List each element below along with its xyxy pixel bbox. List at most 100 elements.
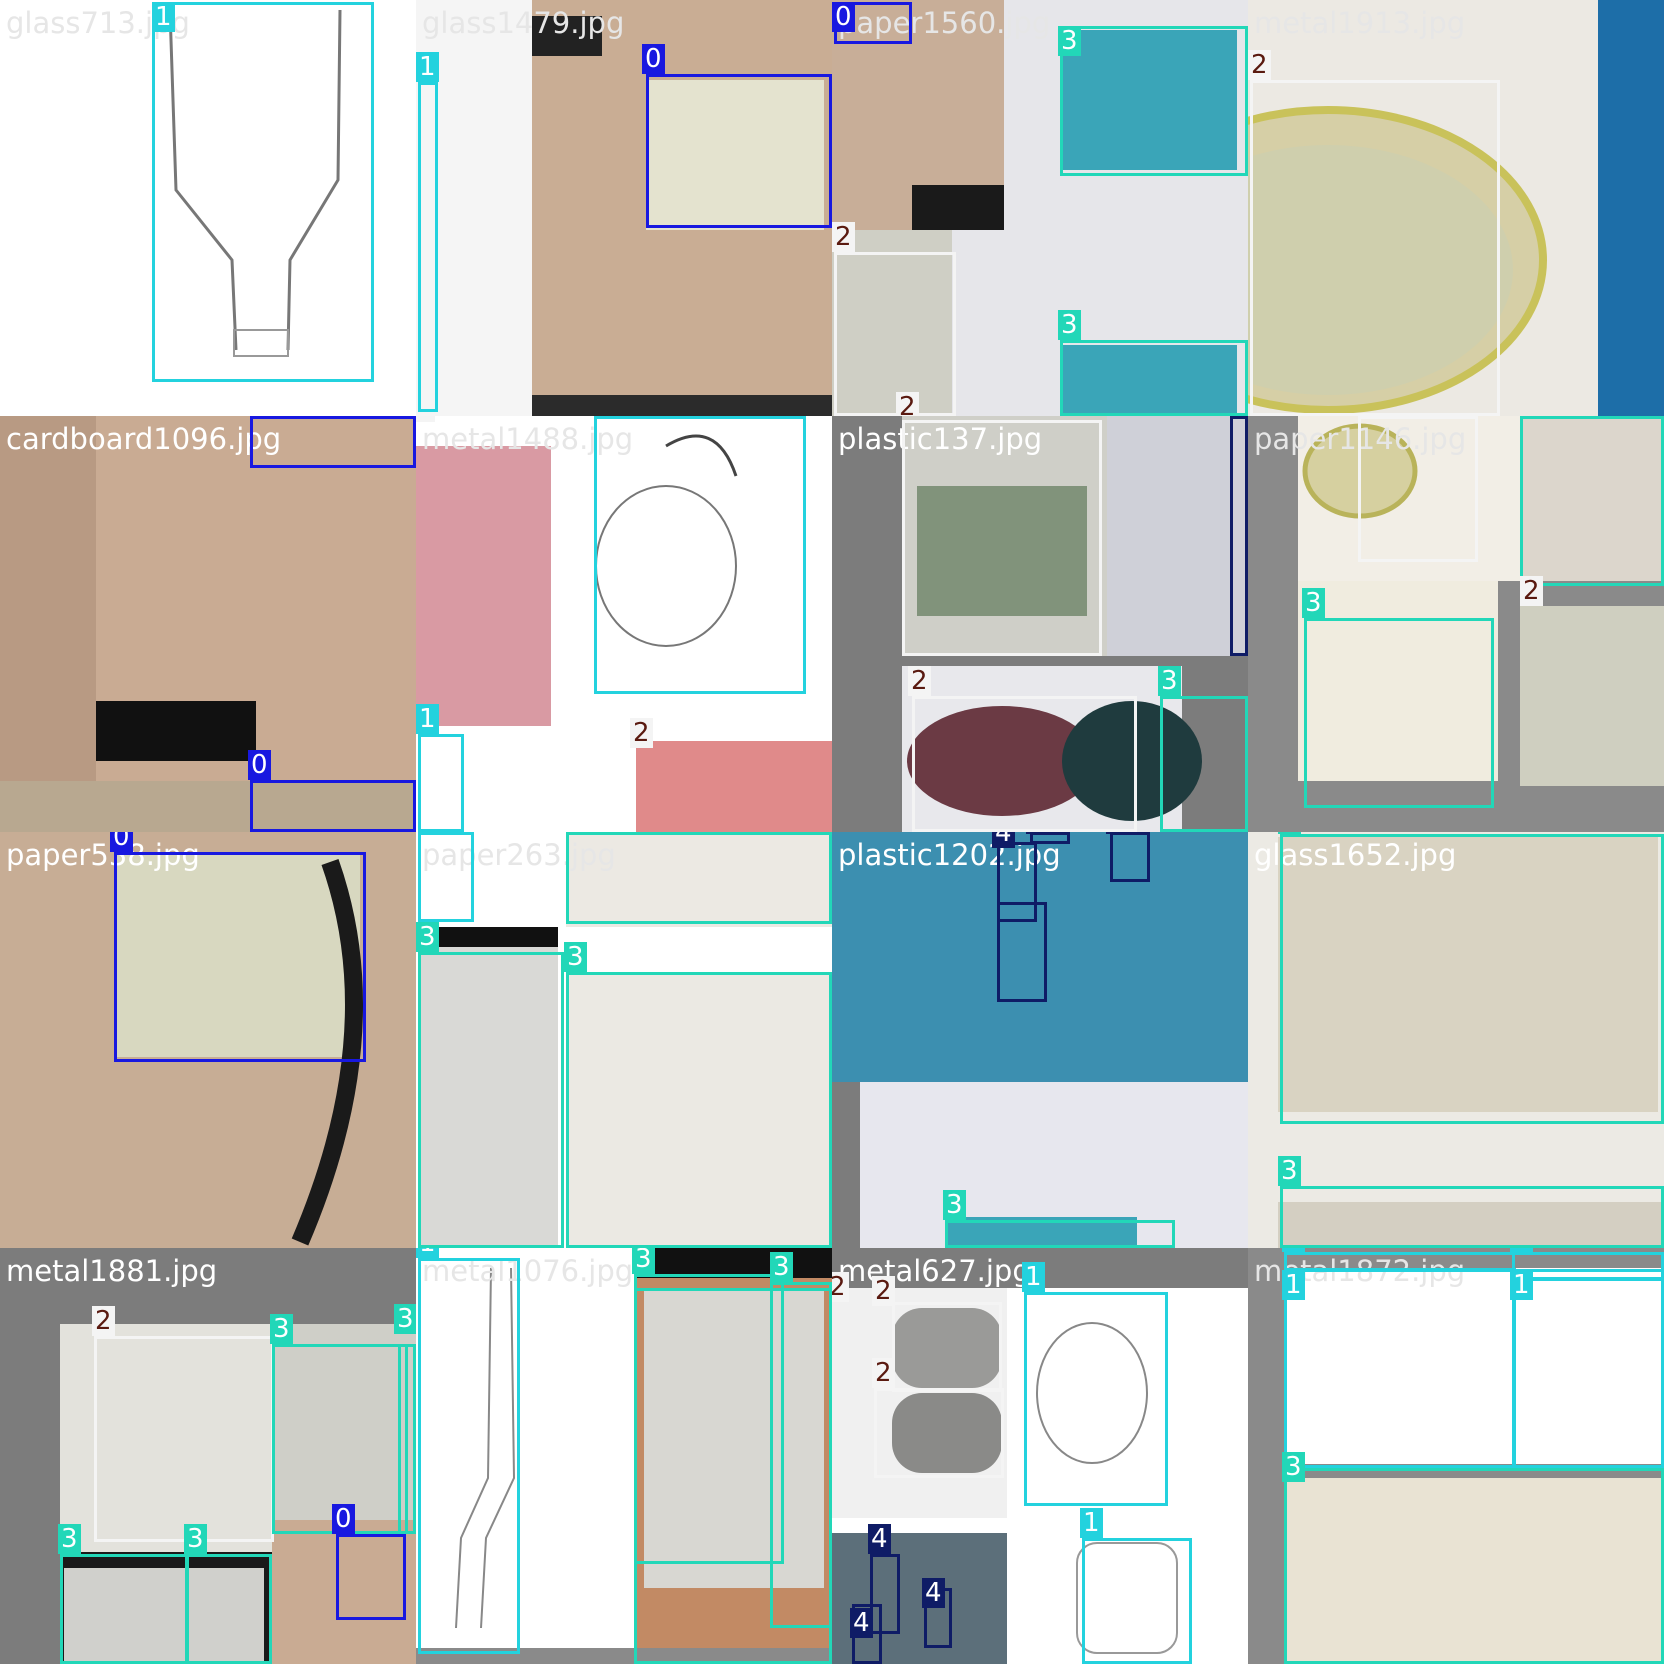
bbox-class-2: [902, 420, 1102, 656]
can-illustration: [907, 486, 1202, 821]
bbox-class-3: [566, 972, 832, 1248]
bbox-label: 3: [1282, 1452, 1305, 1482]
bbox-class-4: [1110, 832, 1150, 882]
tile-filename: plastic137.jpg: [838, 422, 1043, 456]
bbox-class-1: [1284, 1268, 1516, 1468]
bbox-class-3: [1520, 416, 1664, 586]
bbox-class-3: [566, 832, 832, 924]
bbox-class-3: [1304, 618, 1494, 808]
bbox-class-3: [398, 1344, 416, 1534]
tile-glass1652: glass1652.jpg 3 3: [1248, 832, 1664, 1248]
tile-filename: metal1488.jpg: [422, 422, 634, 456]
bbox-class-1: [1082, 1538, 1192, 1664]
bbox-class-2: [1358, 416, 1478, 562]
bbox-label: 4: [1106, 832, 1129, 834]
bbox-label: 2: [92, 1306, 115, 1336]
bbox-class-2: [94, 1336, 274, 1542]
tile-filename: cardboard1096.jpg: [6, 422, 282, 456]
bbox-label: 1: [1080, 1508, 1103, 1538]
tile-filename: glass1652.jpg: [1254, 838, 1457, 872]
bbox-label: 3: [632, 1248, 655, 1274]
bbox-class-3: [1280, 834, 1664, 1124]
bbox-label: 3: [1278, 832, 1301, 834]
bbox-label: 4: [992, 832, 1015, 848]
bbox-label: 0: [832, 2, 855, 32]
bbox-label: 4: [922, 1578, 945, 1608]
cans-illustration: [892, 1308, 1178, 1654]
tile-plastic137: plastic137.jpg 2 4 3: [832, 416, 1248, 832]
bbox-label: 0: [642, 44, 665, 74]
tile-metal1076: metal1076.jpg 1 3 3: [416, 1248, 832, 1664]
bbox-label: 2: [416, 416, 435, 422]
bbox-class-2: [1250, 80, 1500, 416]
bbox-label: 3: [1302, 588, 1325, 618]
bbox-label: 3: [1058, 310, 1081, 340]
tile-glass1479: glass1479.jpg 0 1: [416, 0, 832, 416]
bbox-class-1: [594, 416, 806, 694]
tile-metal1872: metal1872.jpg 1 1 1 1 3: [1248, 1248, 1664, 1664]
bbox-label: 2: [896, 392, 919, 416]
bbox-label: 3: [416, 922, 439, 952]
bbox-label: 1: [416, 704, 439, 734]
bottle-outline: [168, 9, 342, 357]
bbox-label: 2: [872, 1358, 895, 1388]
bbox-label: 3: [1278, 1156, 1301, 1186]
tile-paper1560: paper1560.jpg 0 3 2 3 2: [832, 0, 1248, 416]
bbox-label: 0: [110, 832, 133, 852]
bbox-class-0: [336, 1534, 406, 1620]
bbox-label: 4: [1026, 832, 1049, 834]
bbox-label: 1: [416, 1248, 439, 1258]
bbox-class-1: [418, 832, 474, 922]
bbox-label: 3: [270, 1314, 293, 1344]
bbox-label: 1: [1510, 1270, 1533, 1300]
bbox-class-1: [1024, 1292, 1168, 1506]
bbox-class-3: [1280, 1186, 1664, 1248]
tile-filename: metal1881.jpg: [6, 1254, 218, 1288]
tile-paper538: paper538.jpg 0: [0, 832, 416, 1248]
bbox-label: 1: [1282, 1248, 1305, 1252]
bbox-label: 2: [630, 718, 653, 748]
tile-metal1881: metal1881.jpg 2 3 3 3 3 0: [0, 1248, 416, 1664]
bbox-label: 0: [248, 750, 271, 780]
bbox-class-1: [418, 82, 438, 412]
bbox-class-4: [870, 1554, 900, 1634]
bbox-class-3: [60, 1554, 188, 1664]
strap-shape: [291, 859, 363, 1246]
bbox-label: 0: [332, 1504, 355, 1534]
tile-filename: paper1560.jpg: [838, 6, 1051, 40]
tile-paper263: paper263.jpg 1 3 3 3: [416, 832, 832, 1248]
bbox-label: 1: [1510, 1248, 1533, 1252]
bbox-class-2: [912, 696, 1137, 832]
bbox-class-2: [874, 1388, 1004, 1478]
bbox-class-1: [418, 734, 464, 832]
bbox-class-3: [1284, 1468, 1664, 1664]
bbox-label: 3: [564, 942, 587, 972]
bbox-class-3: [186, 1554, 272, 1664]
bbox-class-0: [250, 416, 416, 468]
bbox-class-3: [418, 952, 564, 1248]
tile-plastic1202: plastic1202.jpg 4 4 4 3: [832, 832, 1248, 1248]
bbox-label: 3: [184, 1524, 207, 1554]
bbox-label: 2: [832, 1272, 849, 1302]
bbox-class-3: [1060, 26, 1248, 176]
bbox-label: 3: [1058, 26, 1081, 56]
tile-metal1488: metal1488.jpg 1 1 2 2: [416, 416, 832, 832]
bbox-class-1: [1512, 1252, 1664, 1280]
bbox-class-2: [834, 252, 956, 416]
tile-cardboard1096: cardboard1096.jpg 0 0: [0, 416, 416, 832]
bbox-class-3: [634, 1288, 832, 1664]
tile-paper1146: paper1146.jpg 2 3 3 2: [1248, 416, 1664, 832]
bbox-class-4: [1030, 832, 1070, 844]
bbox-label: 4: [850, 1608, 873, 1638]
bbox-label: 3: [1158, 666, 1181, 696]
bbox-label: 2: [908, 666, 931, 696]
bottle-outline: [455, 1267, 516, 1629]
bbox-label: 3: [943, 1190, 966, 1220]
tile-filename: paper263.jpg: [422, 838, 616, 872]
bbox-class-4: [997, 902, 1047, 1002]
tile-filename: paper538.jpg: [6, 838, 200, 872]
tile-metal627: metal627.jpg 2 2 2 1 1 4 4 4: [832, 1248, 1248, 1664]
lid-shape: [1248, 106, 1547, 414]
bbox-class-4: [997, 842, 1037, 922]
